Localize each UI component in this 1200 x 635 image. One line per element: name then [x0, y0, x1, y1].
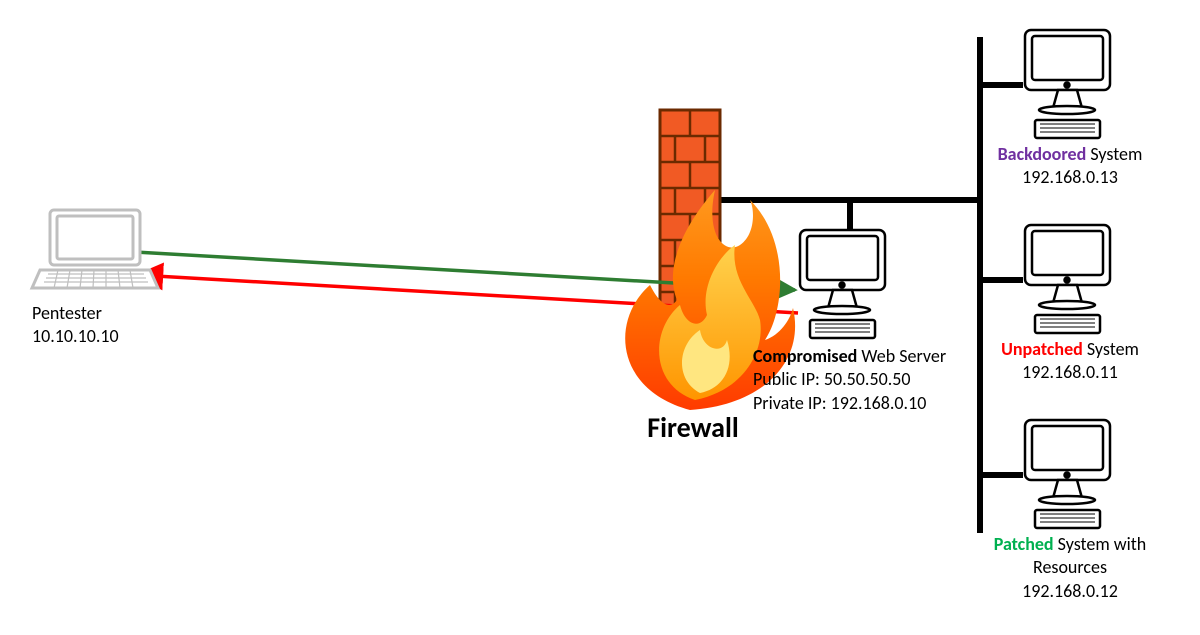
webserver-public-ip: Public IP: 50.50.50.50 — [753, 368, 946, 391]
patched-label: Patched System with Resources 192.168.0.… — [970, 533, 1170, 603]
desktop-icon-patched — [1025, 420, 1110, 528]
desktop-icon-webserver — [800, 230, 885, 338]
backdoored-accent: Backdoored — [998, 143, 1087, 165]
webserver-label: Compromised Web Server Public IP: 50.50.… — [753, 345, 946, 415]
patched-title: Patched System with — [970, 533, 1170, 556]
backdoored-ip: 192.168.0.13 — [980, 166, 1160, 189]
unpatched-ip: 192.168.0.11 — [980, 361, 1160, 384]
desktop-icon-unpatched — [1025, 225, 1110, 333]
webserver-accent: Compromised — [753, 345, 857, 367]
desktop-icon-backdoored — [1025, 30, 1110, 138]
pentester-name: Pentester — [32, 302, 119, 325]
webserver-private-ip: Private IP: 192.168.0.10 — [753, 392, 946, 415]
unpatched-accent: Unpatched — [1001, 338, 1083, 360]
firewall-label: Firewall — [618, 410, 768, 446]
patched-accent: Patched — [994, 533, 1054, 555]
unpatched-title: Unpatched System — [980, 338, 1160, 361]
patched-rest: System with — [1054, 533, 1147, 555]
webserver-title: Compromised Web Server — [753, 345, 946, 368]
backdoored-label: Backdoored System 192.168.0.13 — [980, 143, 1160, 190]
pentester-ip: 10.10.10.10 — [32, 325, 119, 348]
unpatched-label: Unpatched System 192.168.0.11 — [980, 338, 1160, 385]
backdoored-rest: System — [1086, 143, 1142, 165]
webserver-rest: Web Server — [857, 345, 946, 367]
laptop-icon — [32, 210, 158, 288]
patched-ip: 192.168.0.12 — [970, 580, 1170, 603]
unpatched-rest: System — [1083, 338, 1139, 360]
diagram-stage: Pentester 10.10.10.10 Firewall Compromis… — [0, 0, 1200, 635]
backdoored-title: Backdoored System — [980, 143, 1160, 166]
patched-line2: Resources — [970, 556, 1170, 579]
pentester-label: Pentester 10.10.10.10 — [32, 302, 119, 349]
